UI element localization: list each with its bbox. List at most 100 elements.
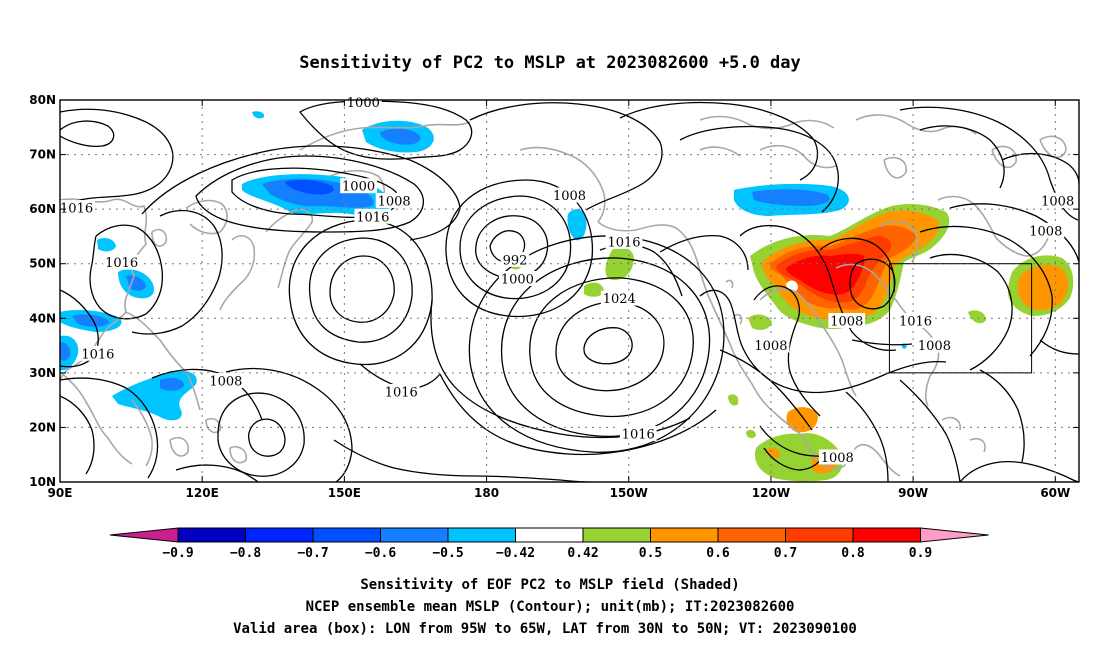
colorbar-label-7: 0.5 (639, 546, 662, 561)
y-tick-label-7: 10N (29, 475, 56, 489)
contour-label-12: 1008 (209, 375, 242, 390)
contour-label-10: 1016 (105, 256, 138, 271)
contour-label-4: 1016 (356, 210, 389, 225)
contour-label-bg-7 (500, 251, 530, 267)
contour-label-bg-8 (498, 270, 536, 286)
y-tick-label-1: 70N (29, 148, 56, 162)
y-tick-label-2: 60N (29, 202, 56, 216)
contour-label-bg-5 (551, 187, 588, 203)
contour-label-5: 1008 (553, 189, 586, 204)
map-panel: 1000100010081016101610081016992100010241… (29, 93, 1080, 500)
contour-label-9: 1024 (603, 292, 636, 307)
y-axis: 80N 70N 60N 50N 40N 30N 20N 10N (29, 93, 1079, 489)
negative-region-aleutian-inner (285, 179, 334, 195)
contour-label-15: 1008 (754, 339, 787, 354)
mslp-contours (60, 100, 1079, 482)
colorbar-swatch-2 (312, 527, 381, 543)
x-tick-label-4: 150W (610, 486, 648, 500)
contour-label-bg-2 (375, 192, 413, 208)
colorbar-label-6: 0.42 (567, 546, 598, 561)
y-tick-label-5: 30N (29, 366, 56, 380)
contour-label-bg-9 (600, 290, 638, 306)
colorbar-swatch-8 (717, 527, 786, 543)
contour-label-bg-12 (207, 373, 245, 389)
colorbar-high-extend (920, 527, 989, 543)
contour-label-bg-18 (916, 337, 953, 353)
colorbar-label-0: −0.9 (162, 546, 193, 561)
colorbar-swatch-1 (245, 527, 314, 543)
map-frame (59, 99, 1080, 483)
contour-labels: 1000100010081016101610081016992100010241… (58, 94, 1077, 466)
negative-region-west-1-core (72, 314, 110, 327)
contour-label-2: 1008 (378, 194, 411, 209)
map-background (60, 100, 1079, 482)
contour-label-bg-4 (354, 208, 392, 224)
colorbar-swatch-4 (447, 527, 516, 543)
x-axis: 90E 120E 150E 180 150W 120W 90W 60W (48, 100, 1070, 500)
x-tick-label-7: 60W (1040, 486, 1070, 500)
x-tick-label-0: 90E (48, 486, 73, 500)
colorbar: −0.9 −0.8 −0.7 −0.6 −0.5 −0.42 0.42 0.5 0.6 0.7 0.… (109, 527, 989, 561)
negative-region-small-2 (97, 238, 116, 252)
contour-label-20: 1008 (1041, 194, 1074, 209)
footer-line-3: Valid area (box): LON from 95W to 65W, L… (233, 621, 857, 637)
contour-label-0: 1000 (347, 96, 380, 111)
contour-label-bg-19 (818, 449, 856, 465)
negative-region-small-3-core (126, 275, 146, 291)
colorbar-label-11: 0.9 (909, 546, 932, 561)
contour-label-17: 1016 (899, 315, 932, 330)
positive-region-green-small-3 (728, 394, 739, 406)
contour-label-bg-3 (58, 200, 95, 216)
colorbar-low-extend (109, 527, 179, 543)
positive-region-green-pacific-2 (584, 282, 604, 297)
contour-label-21: 1008 (1029, 224, 1062, 239)
positive-region-south-orange-1 (786, 407, 818, 433)
y-tick-label-0: 80N (29, 93, 56, 107)
negative-region-small-1 (252, 111, 265, 119)
negative-region-south-core (160, 378, 184, 391)
colorbar-label-3: −0.6 (365, 546, 396, 561)
contour-label-bg-11 (79, 345, 117, 361)
colorbar-swatch-0 (177, 527, 246, 543)
contour-label-bg-15 (752, 337, 790, 353)
figure-title: Sensitivity of PC2 to MSLP at 2023082600… (299, 53, 801, 73)
x-tick-label-3: 180 (474, 486, 499, 500)
colorbar-swatch-3 (380, 527, 449, 543)
positive-region-green-pacific-1 (605, 247, 634, 280)
contour-label-18: 1008 (918, 339, 951, 354)
positive-region-green-small-4 (746, 429, 756, 439)
colorbar-label-9: 0.7 (774, 546, 797, 561)
colorbar-label-4: −0.5 (432, 546, 463, 561)
colorbar-swatch-7 (650, 527, 719, 543)
footer-line-2: NCEP ensemble mean MSLP (Contour); unit(… (306, 599, 795, 615)
contour-label-bg-10 (103, 254, 141, 270)
contour-label-bg-1 (340, 178, 377, 194)
contour-label-19: 1008 (821, 451, 854, 466)
contour-label-bg-21 (1027, 222, 1065, 238)
x-tick-label-5: 120W (752, 486, 790, 500)
shaded-sensitivity (60, 111, 1074, 482)
footer-line-1: Sensitivity of EOF PC2 to MSLP field (Sh… (360, 577, 739, 593)
colorbar-label-2: −0.7 (297, 546, 328, 561)
x-tick-label-6: 90W (898, 486, 928, 500)
negative-region-arctic-core (380, 128, 421, 145)
y-tick-label-3: 50N (29, 257, 56, 271)
contour-label-bg-0 (344, 94, 382, 110)
colorbar-label-8: 0.6 (706, 546, 730, 561)
contour-label-3: 1016 (60, 202, 93, 217)
contour-label-6: 1016 (607, 235, 640, 250)
footer: Sensitivity of EOF PC2 to MSLP field (Sh… (233, 577, 857, 637)
contour-label-bg-6 (605, 233, 643, 249)
y-tick-label-6: 20N (29, 420, 56, 434)
contour-label-16: 1008 (830, 315, 863, 330)
colorbar-swatch-6 (582, 527, 651, 543)
colorbar-label-5: −0.42 (496, 546, 535, 561)
colorbar-swatch-5 (515, 527, 584, 543)
colorbar-label-10: 0.8 (841, 546, 865, 561)
contour-label-bg-20 (1039, 192, 1077, 208)
positive-region-green-small-2 (968, 310, 986, 324)
contour-label-7: 992 (503, 253, 528, 268)
colorbar-swatch-9 (785, 527, 854, 543)
y-tick-label-4: 40N (29, 311, 56, 325)
